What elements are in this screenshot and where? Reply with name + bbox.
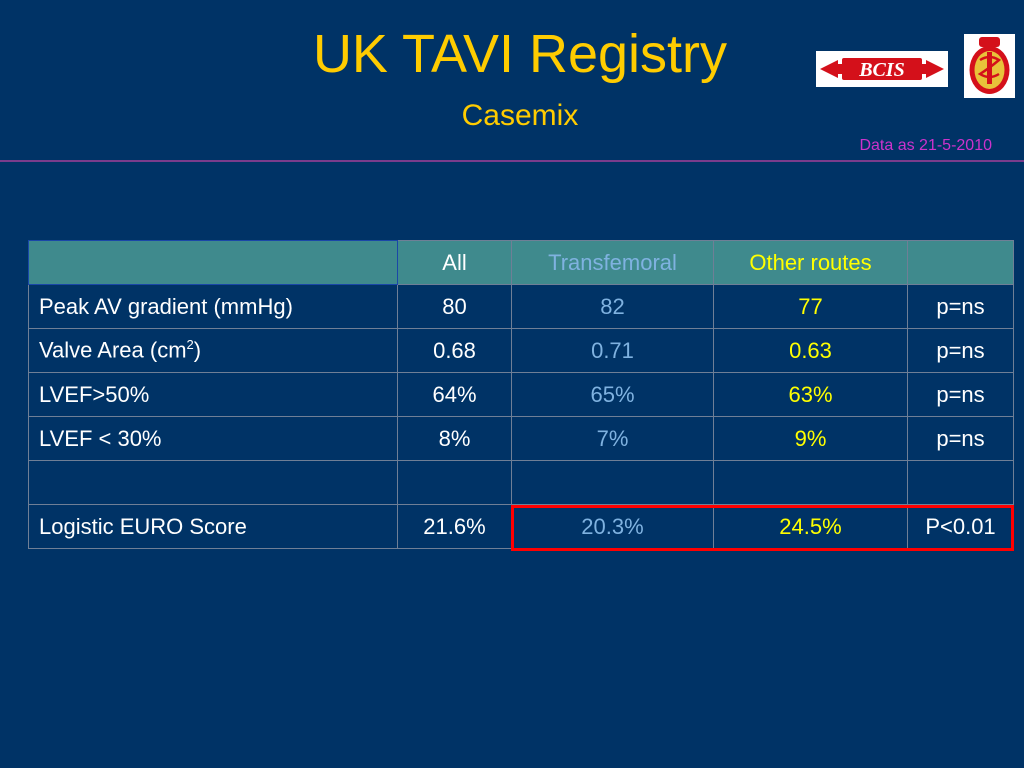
row-label [28, 460, 398, 505]
row-label: Logistic EURO Score [28, 504, 398, 549]
cell-all: 64% [397, 372, 512, 417]
row-label: Peak AV gradient (mmHg) [28, 284, 398, 329]
bcis-logo-graphic: BCIS [820, 58, 944, 81]
cell-p-value: p=ns [907, 372, 1014, 417]
row-label-text: Valve Area (cm [39, 337, 187, 363]
table-row: LVEF < 30% 8% 7% 9% p=ns [28, 416, 1014, 461]
casemix-table: All Transfemoral Other routes Peak AV gr… [28, 240, 1014, 549]
slide-subtitle: Casemix [461, 99, 579, 132]
header-cell-transfemoral: Transfemoral [511, 240, 714, 285]
row-label-suffix: ) [193, 337, 202, 363]
table-row: Logistic EURO Score 21.6% 20.3% 24.5% P<… [28, 504, 1014, 549]
cell-transfemoral: 7% [511, 416, 714, 461]
cell-other-routes: 77 [713, 284, 908, 329]
cell-p-value: P<0.01 [907, 504, 1014, 549]
cell-all: 21.6% [397, 504, 512, 549]
slide-title: UK TAVI Registry [312, 24, 728, 84]
table-row: Peak AV gradient (mmHg) 80 82 77 p=ns [28, 284, 1014, 329]
cell-p-value: p=ns [907, 416, 1014, 461]
header-cell-other-routes: Other routes [713, 240, 908, 285]
crest-logo [964, 34, 1015, 98]
bcis-logo-text: BCIS [858, 59, 905, 81]
cell-transfemoral: 65% [511, 372, 714, 417]
table-row: LVEF>50% 64% 65% 63% p=ns [28, 372, 1014, 417]
bcis-logo: BCIS [816, 51, 948, 87]
header-cell-label [28, 240, 398, 285]
table-row-empty [28, 460, 1014, 505]
cell-other-routes: 24.5% [713, 504, 908, 549]
cell-all [397, 460, 512, 505]
cell-p-value: p=ns [907, 284, 1014, 329]
cell-all: 80 [397, 284, 512, 329]
cell-all: 0.68 [397, 328, 512, 373]
cell-other-routes: 63% [713, 372, 908, 417]
table-header-row: All Transfemoral Other routes [28, 240, 1014, 285]
header-cell-p [907, 240, 1014, 285]
cell-transfemoral: 20.3% [511, 504, 714, 549]
table-row: Valve Area (cm2) 0.68 0.71 0.63 p=ns [28, 328, 1014, 373]
crest-logo-graphic [969, 37, 1010, 94]
cell-transfemoral: 82 [511, 284, 714, 329]
data-date-note: Data as 21-5-2010 [859, 137, 992, 154]
cell-other-routes: 9% [713, 416, 908, 461]
cell-transfemoral: 0.71 [511, 328, 714, 373]
cell-p-value [907, 460, 1014, 505]
cell-transfemoral [511, 460, 714, 505]
cell-all: 8% [397, 416, 512, 461]
cell-p-value: p=ns [907, 328, 1014, 373]
cell-other-routes [713, 460, 908, 505]
row-label: LVEF>50% [28, 372, 398, 417]
header-divider [0, 160, 1024, 162]
header-cell-all: All [397, 240, 512, 285]
row-label-superscript: 2 [186, 337, 194, 353]
row-label: LVEF < 30% [28, 416, 398, 461]
cell-other-routes: 0.63 [713, 328, 908, 373]
row-label: Valve Area (cm2) [28, 328, 398, 373]
